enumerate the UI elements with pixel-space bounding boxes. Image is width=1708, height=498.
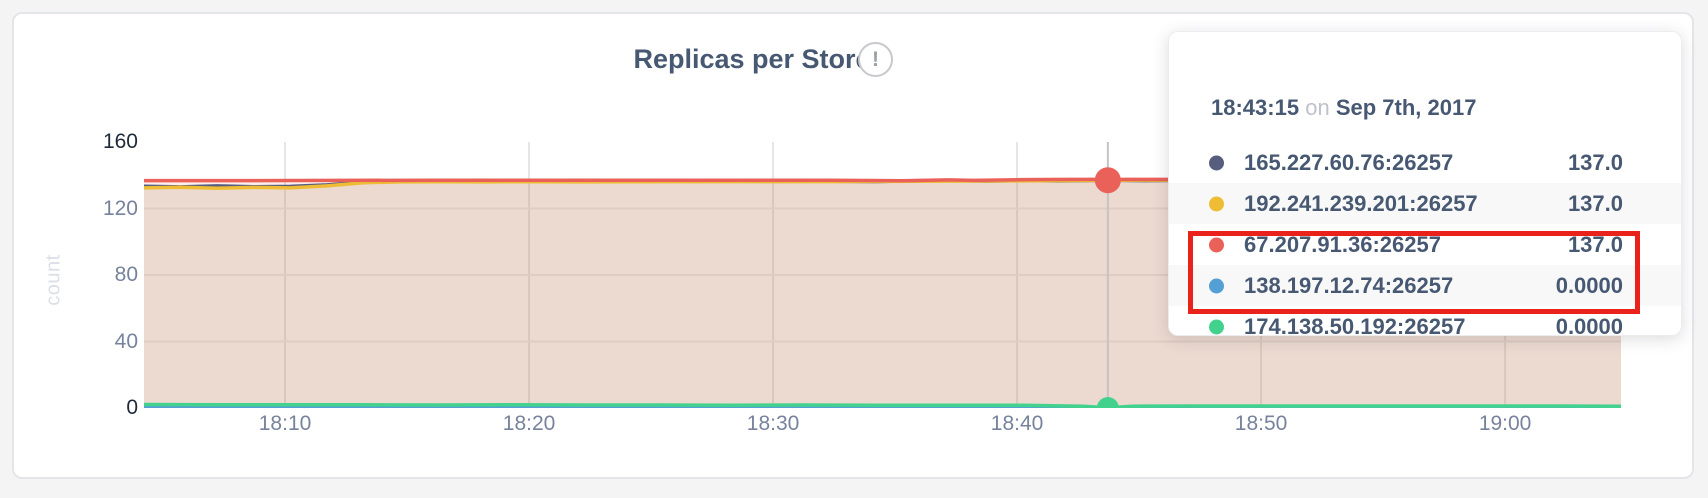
x-tick-label: 18:20: [502, 412, 556, 435]
hover-tooltip: 18:43:15 on Sep 7th, 2017 165.227.60.76:…: [1168, 31, 1682, 336]
tooltip-timestamp: 18:43:15 on Sep 7th, 2017: [1211, 95, 1476, 121]
series-line: [144, 402, 1621, 408]
tooltip-series-row: 165.227.60.76:26257 137.0: [1169, 142, 1681, 183]
x-tick-label: 18:50: [1234, 412, 1288, 435]
series-value: 137.0: [1567, 190, 1623, 216]
x-tick-label: 19:00: [1478, 412, 1532, 435]
series-name: 192.241.239.201:26257: [1244, 190, 1478, 216]
tooltip-series-row: 192.241.239.201:26257 137.0: [1169, 183, 1681, 224]
y-tick-label: 0: [126, 396, 138, 419]
info-icon[interactable]: !: [858, 42, 893, 77]
y-tick-label: 160: [102, 130, 138, 153]
tooltip-series-row: 138.197.12.74:26257 0.0000: [1169, 265, 1681, 306]
series-color-dot: [1209, 319, 1224, 334]
series-value: 137.0: [1567, 231, 1623, 257]
tooltip-on-word: on: [1305, 95, 1330, 120]
series-color-dot: [1209, 278, 1224, 293]
page-title: Replicas per Store: [633, 44, 871, 74]
series-value: 0.0000: [1555, 313, 1623, 336]
tooltip-series-list: 165.227.60.76:26257 137.0 192.241.239.201:…: [1169, 142, 1681, 336]
hover-dot: [1096, 397, 1119, 408]
tooltip-series-row: 174.138.50.192:26257 0.0000: [1169, 306, 1681, 336]
info-icon-glyph: !: [872, 47, 879, 71]
tooltip-series-row: 67.207.91.36:26257 137.0: [1169, 224, 1681, 265]
x-tick-label: 18:10: [258, 412, 312, 435]
series-name: 165.227.60.76:26257: [1244, 149, 1454, 175]
series-name: 174.138.50.192:26257: [1244, 313, 1466, 336]
tooltip-time: 18:43:15: [1211, 95, 1300, 120]
y-tick-label: 80: [114, 263, 138, 286]
tooltip-date: Sep 7th, 2017: [1335, 95, 1477, 120]
y-tick-label: 40: [114, 329, 138, 353]
x-tick-label: 18:40: [990, 412, 1044, 435]
series-value: 0.0000: [1555, 272, 1623, 298]
y-tick-label: 120: [102, 196, 138, 220]
series-color-dot: [1209, 196, 1224, 211]
hover-dot: [1094, 167, 1121, 194]
series-name: 138.197.12.74:26257: [1244, 272, 1454, 298]
series-color-dot: [1209, 237, 1224, 252]
series-value: 137.0: [1567, 149, 1623, 175]
series-color-dot: [1209, 155, 1224, 170]
series-name: 67.207.91.36:26257: [1244, 231, 1441, 257]
x-tick-label: 18:30: [746, 412, 800, 435]
